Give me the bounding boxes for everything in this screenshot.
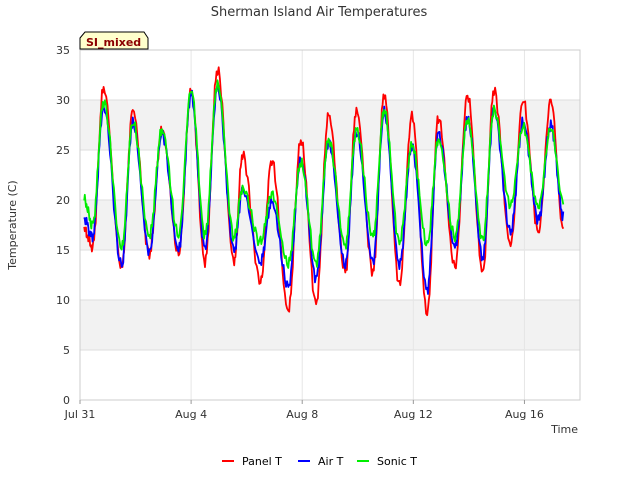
x-tick-label: Jul 31 xyxy=(64,408,96,421)
badge-shape xyxy=(79,31,149,50)
plot-area xyxy=(79,49,581,401)
y-tick-label: 0 xyxy=(63,394,70,407)
grid-band xyxy=(80,200,580,250)
x-tick-label: Aug 4 xyxy=(175,408,207,421)
legend-label: Panel T xyxy=(242,455,282,468)
site-badge: SI_mixed xyxy=(79,31,149,50)
y-tick-label: 25 xyxy=(56,144,70,157)
y-axis-ticks: 0 5 10 15 20 25 30 35 xyxy=(56,44,70,407)
y-tick-label: 5 xyxy=(63,344,70,357)
grid-bands xyxy=(80,50,580,400)
series-layer xyxy=(83,66,565,317)
series-line-sonic-t xyxy=(83,79,565,269)
legend-label: Sonic T xyxy=(377,455,417,468)
y-tick-label: 30 xyxy=(56,94,70,107)
x-axis-ticks: Jul 31 Aug 4 Aug 8 Aug 12 Aug 16 xyxy=(64,400,544,421)
legend-label: Air T xyxy=(318,455,344,468)
chart-title: Sherman Island Air Temperatures xyxy=(211,5,428,20)
y-axis-label: Temperature (C) xyxy=(6,180,19,270)
x-axis-label: Time xyxy=(550,423,578,436)
x-tick-label: Aug 16 xyxy=(505,408,544,421)
y-tick-label: 20 xyxy=(56,194,70,207)
legend: Panel T Air T Sonic T xyxy=(222,455,417,468)
x-tick-label: Aug 12 xyxy=(394,408,433,421)
y-tick-label: 10 xyxy=(56,294,70,307)
x-tick-label: Aug 8 xyxy=(286,408,318,421)
y-tick-label: 35 xyxy=(56,44,70,57)
badge-label: SI_mixed xyxy=(86,36,141,49)
grid-band xyxy=(80,300,580,350)
y-tick-label: 15 xyxy=(56,244,70,257)
